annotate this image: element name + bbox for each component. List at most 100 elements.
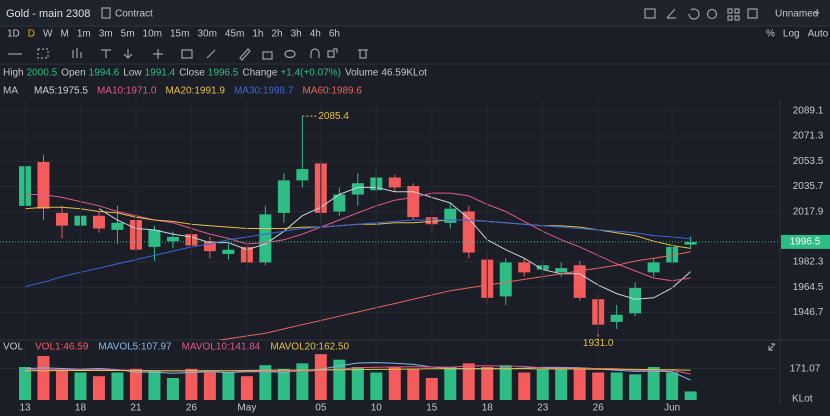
- volume-bar: [481, 367, 494, 400]
- legend-entry: MAVOL10:141.84: [182, 342, 261, 353]
- timeframe[interactable]: 4h: [310, 29, 321, 40]
- y-tick-label: 2035.7: [793, 181, 824, 192]
- info-text: 46.59KLot: [381, 68, 427, 79]
- volume-bar: [555, 368, 568, 400]
- legend-entry: MA10:1971.0: [97, 86, 157, 97]
- mavol-line: [25, 368, 691, 372]
- x-tick-label: Jun: [664, 403, 680, 414]
- candle-body: [407, 186, 420, 218]
- ma-line: [98, 186, 691, 300]
- timeframe[interactable]: 3h: [291, 29, 302, 40]
- volume-bar: [222, 372, 235, 400]
- ma-label: MA: [3, 86, 18, 97]
- tool-icon[interactable]: [206, 49, 216, 59]
- volume-bar: [573, 368, 586, 400]
- info-text: 2000.5: [27, 68, 58, 79]
- tool-icon[interactable]: [153, 49, 163, 59]
- volume-bar: [314, 354, 327, 400]
- candle-body: [333, 194, 346, 212]
- tool-icon[interactable]: [262, 51, 273, 60]
- candle-body: [111, 222, 124, 230]
- x-tick-label: 26: [186, 403, 198, 414]
- volume-bar: [148, 370, 161, 400]
- annotation: 1931.0: [583, 338, 614, 349]
- tool-icon[interactable]: [284, 49, 296, 59]
- volume-bar: [259, 365, 272, 400]
- top-icons: [644, 8, 758, 21]
- tool-icon[interactable]: [72, 48, 82, 58]
- timeframe[interactable]: 1m: [77, 29, 91, 40]
- price-tag: [781, 234, 830, 249]
- y-tick-label: 171.07: [790, 363, 821, 374]
- timeframe[interactable]: 1h: [252, 29, 263, 40]
- info-text: 1994.6: [89, 68, 120, 79]
- volume-unit: KLot: [792, 394, 813, 405]
- icon[interactable]: [644, 8, 656, 19]
- timeframe[interactable]: W: [43, 29, 53, 40]
- x-tick-label: 23: [537, 403, 549, 414]
- info-text: Open: [61, 68, 85, 79]
- drawing-toolbar: [8, 48, 368, 61]
- tool-icon[interactable]: [37, 48, 49, 59]
- x-tick-label: 10: [371, 403, 383, 414]
- volume-bar: [499, 365, 512, 400]
- y-tick-label: 1964.5: [793, 282, 824, 293]
- tool-icon[interactable]: [358, 49, 368, 59]
- candle-body: [499, 262, 512, 297]
- timeframe[interactable]: 3m: [99, 29, 113, 40]
- scale-option[interactable]: %: [766, 29, 775, 40]
- volume-label: VOL: [3, 342, 23, 353]
- contract-button[interactable]: Contract: [115, 9, 153, 20]
- volume-bar: [536, 368, 549, 400]
- volume-bar: [388, 367, 401, 400]
- legend-entry: MAVOL5:107.97: [98, 342, 172, 353]
- icon[interactable]: [666, 8, 676, 19]
- scale-option[interactable]: Log: [783, 29, 800, 40]
- icon[interactable]: [688, 8, 700, 20]
- icon[interactable]: [747, 8, 758, 19]
- annotation: 2085.4: [318, 111, 349, 122]
- info-text: High: [3, 68, 24, 79]
- timeframe[interactable]: 45m: [225, 29, 244, 40]
- tool-icon[interactable]: [327, 48, 338, 58]
- timeframe[interactable]: 2h: [271, 29, 282, 40]
- info-text: Change: [242, 68, 277, 79]
- volume-bar: [92, 376, 105, 400]
- scale-option[interactable]: Auto: [808, 29, 829, 40]
- timeframe[interactable]: 6h: [329, 29, 340, 40]
- icon[interactable]: [727, 8, 740, 21]
- timeframe[interactable]: 15m: [170, 29, 189, 40]
- symbol-title[interactable]: Gold - main 2308: [6, 8, 90, 20]
- mavol-line: [24, 362, 691, 381]
- volume-bar: [425, 378, 438, 400]
- candle-body: [462, 211, 475, 253]
- volume-plot: [0, 354, 780, 400]
- volume-bar: [55, 370, 68, 400]
- info-text: Close: [179, 68, 205, 79]
- icon[interactable]: [706, 8, 718, 20]
- candle-body: [647, 262, 660, 273]
- x-tick-label: 26: [593, 403, 605, 414]
- tool-icon[interactable]: [310, 48, 320, 58]
- tool-icon[interactable]: [101, 49, 111, 58]
- info-text: 1991.4: [145, 68, 176, 79]
- x-tick-label: 18: [482, 403, 494, 414]
- volume-bar: [111, 372, 124, 400]
- candle-body: [277, 180, 290, 213]
- volume-bar: [370, 372, 383, 400]
- tool-icon[interactable]: [239, 48, 251, 61]
- volume-bar: [37, 356, 50, 400]
- layout-name[interactable]: Unnamed: [775, 9, 818, 20]
- timeframe[interactable]: D: [28, 29, 35, 40]
- timeframe[interactable]: 10m: [143, 29, 162, 40]
- timeframe[interactable]: M: [60, 29, 68, 40]
- timeframe[interactable]: 5m: [121, 29, 135, 40]
- candle-body: [351, 183, 364, 195]
- expand-icon[interactable]: [768, 343, 776, 351]
- timeframe[interactable]: 1D: [7, 29, 20, 40]
- y-tick-label: 2017.9: [793, 206, 824, 217]
- candle-body: [555, 268, 568, 273]
- tool-icon[interactable]: [181, 49, 193, 59]
- tool-icon[interactable]: [123, 49, 133, 59]
- timeframe[interactable]: 30m: [197, 29, 216, 40]
